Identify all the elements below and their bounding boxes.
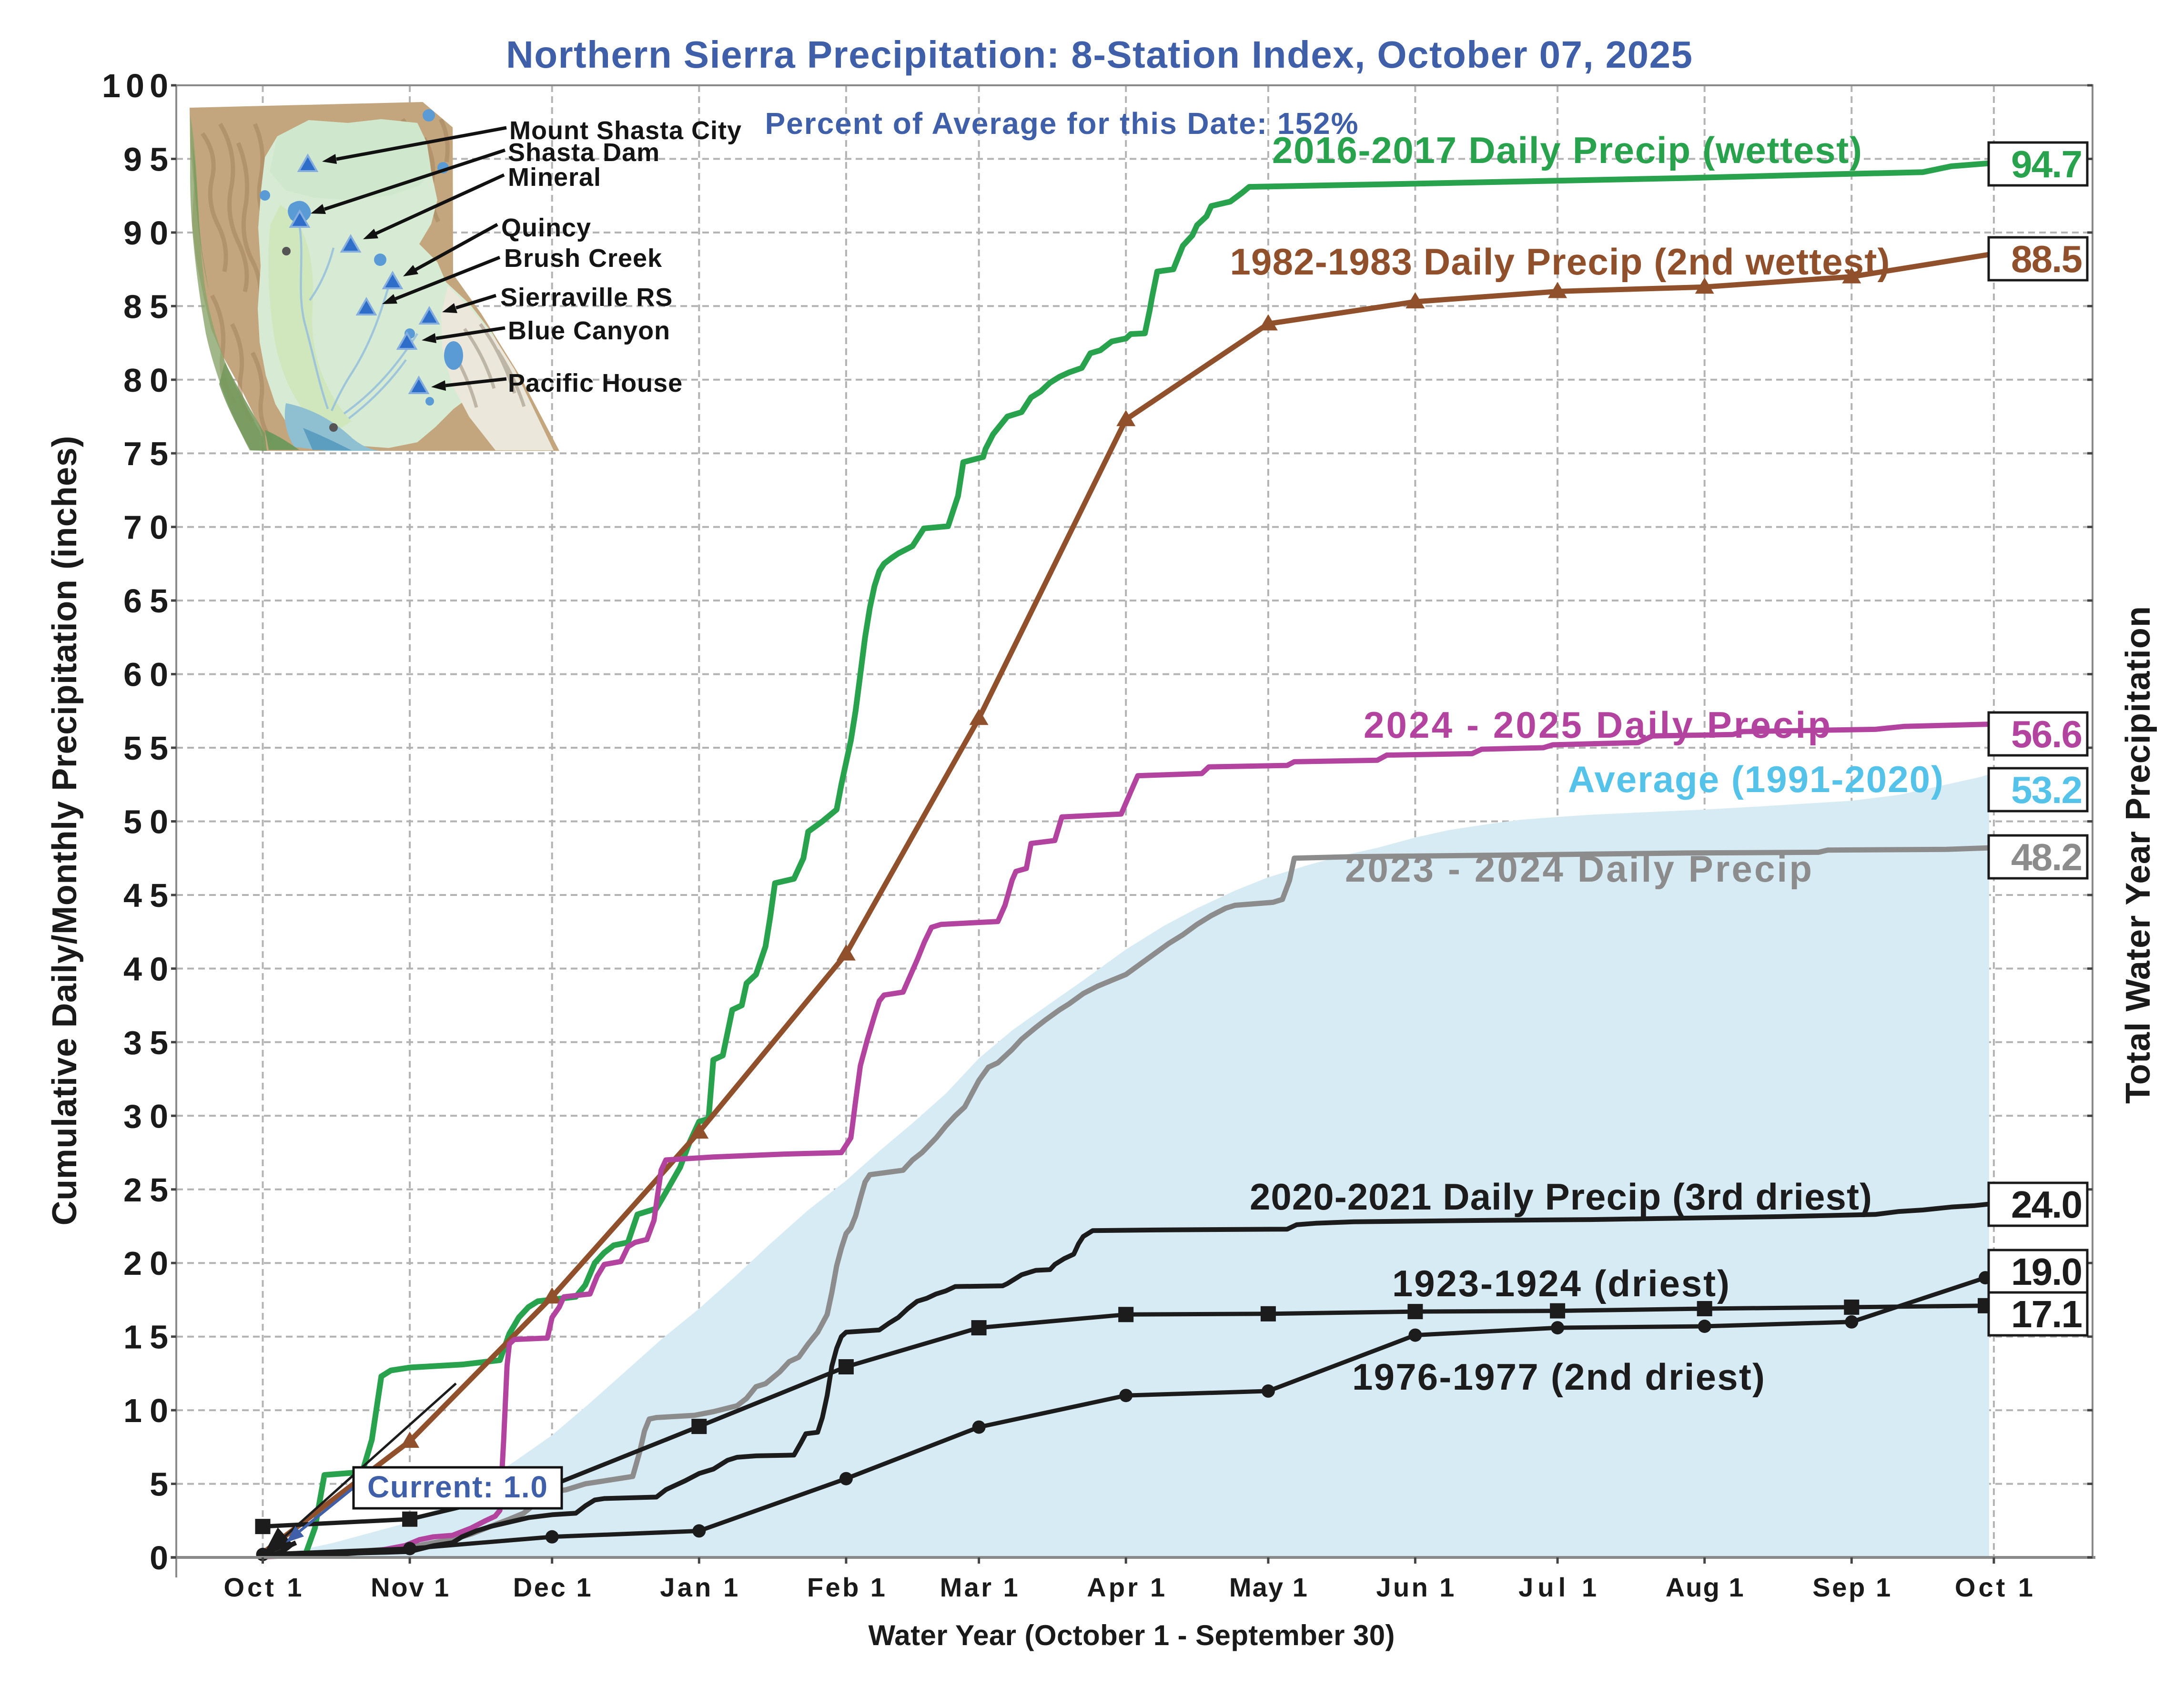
svg-text:24.0: 24.0 [2011,1183,2083,1226]
svg-text:5: 5 [150,1466,168,1503]
svg-text:94.7: 94.7 [2011,143,2083,185]
svg-text:2023 - 2024 Daily Precip: 2023 - 2024 Daily Precip [1345,848,1812,890]
svg-text:1923-1924 (driest): 1923-1924 (driest) [1392,1262,1729,1304]
svg-text:Mount Shasta City: Mount Shasta City [509,116,742,145]
svg-text:Blue Canyon: Blue Canyon [508,316,670,345]
svg-text:56.6: 56.6 [2011,713,2083,755]
svg-text:Cumulative Daily/Monthly Preci: Cumulative Daily/Monthly Precipitation (… [46,436,84,1226]
svg-text:Quincy: Quincy [501,214,591,242]
svg-text:2016-2017 Daily Precip (wettes: 2016-2017 Daily Precip (wettest) [1272,129,1862,171]
svg-text:Current: 1.0: Current: 1.0 [367,1470,547,1504]
svg-text:Feb 1: Feb 1 [807,1572,885,1602]
svg-text:48.2: 48.2 [2011,836,2083,878]
svg-text:17.1: 17.1 [2011,1293,2083,1335]
svg-text:Jan 1: Jan 1 [660,1572,738,1602]
svg-text:Jun 1: Jun 1 [1376,1572,1454,1602]
svg-text:Aug 1: Aug 1 [1666,1572,1744,1602]
svg-text:53.2: 53.2 [2011,769,2083,811]
svg-text:Nov 1: Nov 1 [371,1572,449,1602]
svg-text:2024 - 2025 Daily Precip: 2024 - 2025 Daily Precip [1364,704,1830,746]
svg-text:Average (1991-2020): Average (1991-2020) [1568,758,1943,800]
svg-text:2020-2021 Daily Precip (3rd dr: 2020-2021 Daily Precip (3rd driest) [1250,1176,1872,1218]
svg-text:Percent of Average for this Da: Percent of Average for this Date: 152% [765,106,1358,141]
svg-text:Mar 1: Mar 1 [940,1572,1018,1602]
svg-text:1982-1983 Daily Precip (2nd we: 1982-1983 Daily Precip (2nd wettest) [1230,241,1890,283]
svg-text:0: 0 [150,1539,168,1576]
svg-text:Sep 1: Sep 1 [1812,1572,1891,1602]
svg-text:Sierraville RS: Sierraville RS [500,283,673,312]
svg-text:Northern Sierra Precipitation:: Northern Sierra Precipitation: 8-Station… [506,33,1692,76]
svg-text:Brush Creek: Brush Creek [504,244,662,273]
svg-text:88.5: 88.5 [2011,238,2083,280]
svg-text:Mineral: Mineral [508,163,601,192]
svg-text:100: 100 [102,67,168,104]
svg-text:1976-1977 (2nd driest): 1976-1977 (2nd driest) [1352,1356,1765,1398]
svg-text:19.0: 19.0 [2011,1251,2083,1293]
svg-text:Dec 1: Dec 1 [513,1572,591,1602]
svg-text:Pacific House: Pacific House [508,369,683,397]
svg-text:Shasta Dam: Shasta Dam [508,138,660,167]
svg-text:May 1: May 1 [1229,1572,1307,1602]
svg-text:Water Year (October 1 - Septem: Water Year (October 1 - September 30) [869,1619,1395,1651]
svg-text:Total Water Year Precipitation: Total Water Year Precipitation [2119,606,2157,1104]
